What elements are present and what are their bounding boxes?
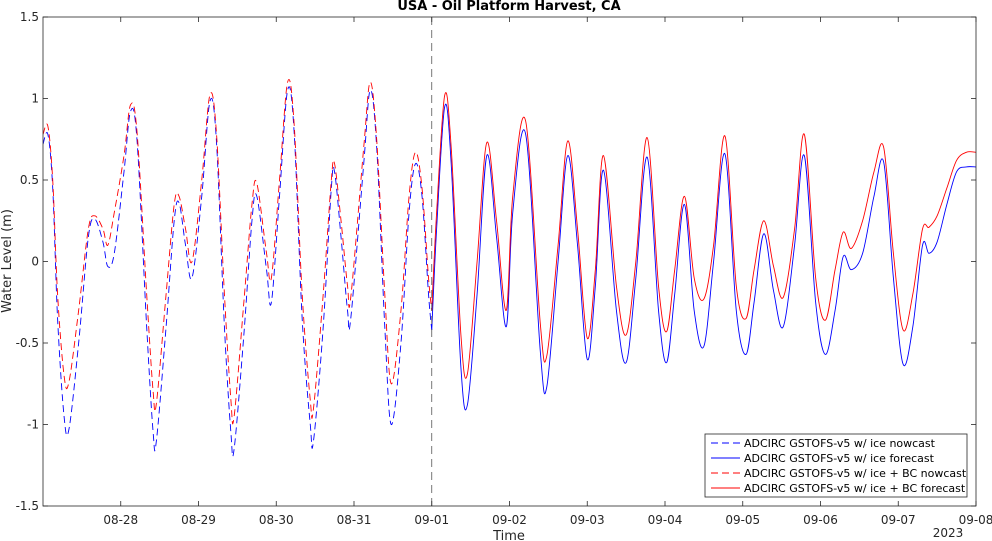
x-tick-label: 08-31 (337, 513, 372, 527)
year-label: 2023 (933, 526, 964, 540)
x-tick-label: 08-29 (181, 513, 216, 527)
x-tick-label: 09-06 (803, 513, 838, 527)
y-tick-label: -1 (27, 418, 39, 432)
x-tick-label: 09-05 (725, 513, 760, 527)
x-tick-label: 09-01 (414, 513, 449, 527)
y-tick-label: 1 (31, 92, 39, 106)
series-line-1 (431, 103, 976, 411)
y-tick-label: -0.5 (16, 336, 39, 350)
series-line-0 (43, 86, 433, 457)
x-tick-label: 09-07 (881, 513, 916, 527)
legend-entry-2: ADCIRC GSTOFS-v5 w/ ice + BC nowcast (744, 467, 967, 480)
legend-entry-1: ADCIRC GSTOFS-v5 w/ ice forecast (744, 452, 935, 465)
x-axis-label: Time (492, 529, 525, 541)
series-line-3 (431, 92, 976, 379)
y-tick-label: 1.5 (20, 10, 39, 24)
legend-entry-3: ADCIRC GSTOFS-v5 w/ ice + BC forecast (744, 482, 966, 495)
x-tick-label: 09-03 (570, 513, 605, 527)
x-tick-label: 09-04 (648, 513, 683, 527)
series-line-2 (43, 79, 433, 425)
y-axis-label: Water Level (m) (0, 209, 15, 313)
y-tick-label: 0 (31, 255, 39, 269)
legend-entry-0: ADCIRC GSTOFS-v5 w/ ice nowcast (744, 437, 936, 450)
chart-title: USA - Oil Platform Harvest, CA (397, 0, 620, 14)
x-tick-label: 09-02 (492, 513, 527, 527)
x-tick-label: 09-08 (959, 513, 992, 527)
x-tick-label: 08-28 (103, 513, 138, 527)
y-tick-label: -1.5 (16, 499, 39, 513)
y-tick-label: 0.5 (20, 173, 39, 187)
legend: ADCIRC GSTOFS-v5 w/ ice nowcast ADCIRC GS… (704, 433, 968, 498)
x-tick-label: 08-30 (259, 513, 294, 527)
legend-box (704, 433, 968, 498)
